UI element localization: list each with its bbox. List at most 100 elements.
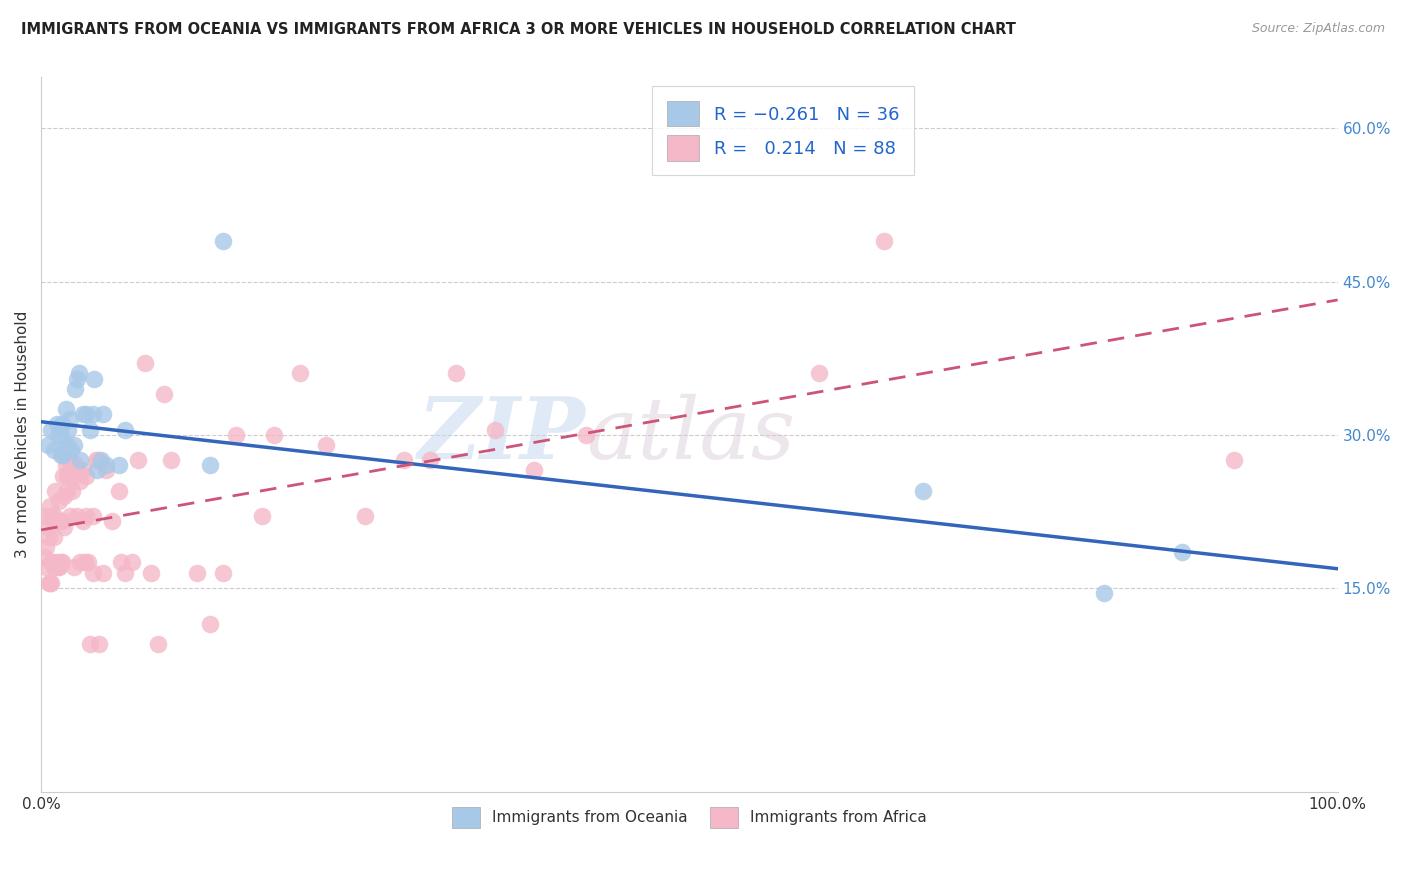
Point	[37, 519, 59, 533]
Point	[108, 458, 131, 473]
Point	[45, 417, 67, 432]
Point	[62, 438, 84, 452]
Point	[45, 555, 67, 569]
Point	[101, 515, 124, 529]
Point	[484, 423, 506, 437]
Point	[86, 463, 108, 477]
Point	[87, 453, 110, 467]
Point	[35, 540, 58, 554]
Text: atlas: atlas	[586, 393, 794, 476]
Point	[58, 423, 80, 437]
Point	[354, 509, 377, 524]
Point	[69, 453, 91, 467]
Point	[41, 575, 63, 590]
Point	[51, 515, 73, 529]
Point	[121, 555, 143, 569]
Point	[38, 530, 60, 544]
Point	[49, 515, 72, 529]
Point	[76, 468, 98, 483]
Point	[62, 468, 84, 483]
Point	[76, 407, 98, 421]
Point	[114, 566, 136, 580]
Point	[42, 509, 65, 524]
Point	[49, 448, 72, 462]
Point	[250, 509, 273, 524]
Point	[82, 566, 104, 580]
Point	[59, 509, 82, 524]
Point	[51, 555, 73, 569]
Point	[575, 427, 598, 442]
Point	[873, 234, 896, 248]
Point	[159, 453, 181, 467]
Point	[66, 463, 89, 477]
Point	[315, 438, 337, 452]
Point	[39, 575, 62, 590]
Point	[444, 367, 467, 381]
Point	[1171, 545, 1194, 559]
Point	[42, 530, 65, 544]
Point	[76, 555, 98, 569]
Point	[263, 427, 285, 442]
Point	[52, 468, 75, 483]
Point	[290, 367, 312, 381]
Point	[49, 427, 72, 442]
Point	[32, 550, 55, 565]
Point	[79, 423, 101, 437]
Point	[110, 555, 132, 569]
Point	[211, 234, 233, 248]
Point	[1092, 586, 1115, 600]
Point	[56, 468, 79, 483]
Point	[90, 453, 112, 467]
Point	[523, 463, 546, 477]
Text: ZIP: ZIP	[418, 393, 586, 476]
Point	[67, 367, 90, 381]
Point	[66, 371, 89, 385]
Point	[72, 463, 94, 477]
Point	[45, 515, 67, 529]
Point	[83, 371, 105, 385]
Point	[127, 453, 149, 467]
Point	[94, 458, 117, 473]
Point	[911, 483, 934, 498]
Point	[141, 566, 163, 580]
Point	[93, 407, 115, 421]
Point	[35, 560, 58, 574]
Point	[56, 483, 79, 498]
Point	[53, 442, 76, 457]
Point	[146, 637, 169, 651]
Point	[39, 499, 62, 513]
Point	[42, 442, 65, 457]
Point	[198, 616, 221, 631]
Point	[59, 442, 82, 457]
Point	[52, 448, 75, 462]
Point	[53, 519, 76, 533]
Point	[48, 560, 70, 574]
Point	[93, 566, 115, 580]
Point	[82, 509, 104, 524]
Point	[94, 463, 117, 477]
Point	[84, 453, 107, 467]
Point	[76, 509, 98, 524]
Point	[56, 438, 79, 452]
Point	[63, 382, 86, 396]
Point	[419, 453, 441, 467]
Point	[42, 515, 65, 529]
Point	[69, 474, 91, 488]
Point	[198, 458, 221, 473]
Point	[211, 566, 233, 580]
Point	[108, 483, 131, 498]
Text: Source: ZipAtlas.com: Source: ZipAtlas.com	[1251, 22, 1385, 36]
Point	[44, 483, 66, 498]
Point	[89, 637, 111, 651]
Point	[37, 438, 59, 452]
Point	[49, 555, 72, 569]
Point	[808, 367, 831, 381]
Point	[34, 509, 56, 524]
Point	[42, 560, 65, 574]
Point	[55, 402, 77, 417]
Point	[62, 560, 84, 574]
Point	[51, 417, 73, 432]
Point	[60, 483, 83, 498]
Point	[53, 489, 76, 503]
Point	[82, 407, 104, 421]
